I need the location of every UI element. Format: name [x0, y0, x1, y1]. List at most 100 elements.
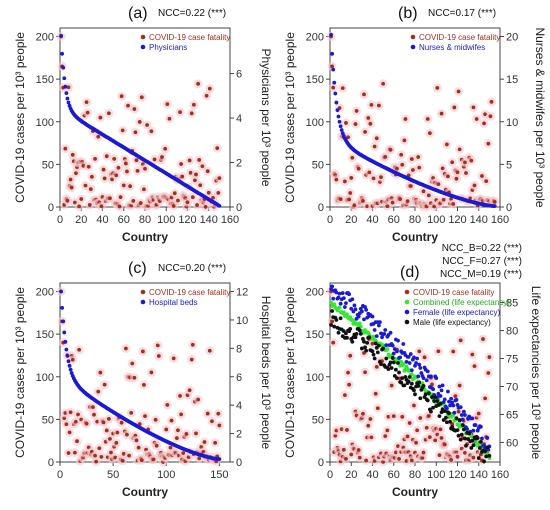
data-point [415, 428, 420, 433]
data-point [433, 438, 438, 443]
data-point [395, 349, 399, 354]
data-point [164, 427, 169, 432]
data-point [338, 124, 343, 129]
data-point [187, 388, 192, 393]
data-point [422, 355, 427, 360]
data-point [140, 349, 145, 354]
data-point [451, 202, 456, 206]
x-tick-label: 80 [409, 214, 421, 226]
data-point [461, 409, 466, 414]
data-point [469, 158, 474, 163]
data-point [436, 349, 441, 354]
data-point [366, 423, 371, 428]
data-point [77, 204, 82, 209]
data-point [176, 198, 180, 203]
data-point [86, 164, 91, 169]
data-point [427, 131, 432, 136]
data-point [85, 110, 90, 115]
data-point [155, 343, 160, 348]
data-point [139, 458, 144, 463]
data-point [126, 103, 130, 108]
data-point [69, 185, 74, 190]
data-point [480, 436, 484, 441]
x-tick-label: 140 [470, 469, 488, 481]
data-point [447, 411, 451, 416]
y-tick-label: 150 [306, 329, 324, 341]
data-point [449, 396, 454, 401]
y-right-tick-label: 5 [506, 159, 512, 171]
data-point [406, 379, 411, 384]
data-point [416, 384, 421, 388]
data-point [65, 198, 70, 203]
data-point [424, 378, 429, 383]
data-point [136, 445, 141, 450]
panel-2: 0 50 100 150 200 0 2 4 6 8 10 12 0 50 100 150 Country COV… [13, 260, 273, 499]
ncc-annotation: NCC=0.20 (***) [158, 263, 226, 274]
data-point [383, 154, 388, 159]
data-point [487, 453, 492, 458]
y-tick-label: 100 [306, 372, 324, 384]
y-right-axis-label: Life expectancies per 10³ people [529, 286, 543, 460]
data-point [336, 330, 341, 335]
data-point [189, 357, 194, 362]
y-right-tick-label: 2 [236, 158, 242, 170]
data-point [379, 175, 383, 180]
legend-swatch [404, 299, 410, 305]
data-point [83, 183, 88, 188]
y-right-tick-label: 12 [236, 287, 248, 299]
data-point [460, 417, 465, 422]
y-tick-label: 100 [36, 117, 54, 129]
data-point [362, 317, 366, 322]
y-tick-label: 0 [48, 202, 54, 214]
data-point [429, 374, 433, 379]
data-point [68, 367, 73, 372]
legend-entry: COVID-19 case fatality [419, 33, 500, 42]
series-0 [326, 32, 500, 212]
data-point [62, 330, 67, 335]
data-point [448, 403, 452, 408]
data-point [459, 432, 464, 437]
data-point [408, 352, 413, 356]
legend-box [406, 32, 496, 60]
data-point [342, 393, 347, 397]
y-right-tick-label: 4 [236, 400, 242, 412]
data-point [426, 413, 431, 418]
data-point [79, 197, 84, 201]
data-point [478, 424, 483, 429]
data-point [341, 310, 346, 314]
data-point [424, 425, 429, 430]
data-point [119, 420, 124, 425]
data-point [77, 347, 82, 352]
data-point [398, 197, 403, 201]
data-point [347, 197, 352, 202]
data-point [373, 341, 378, 346]
data-point [187, 158, 192, 163]
data-point [471, 105, 476, 110]
data-point [193, 178, 197, 183]
x-axis-label: Country [392, 230, 438, 244]
data-point [196, 81, 201, 86]
data-point [217, 423, 222, 428]
data-point [333, 91, 338, 96]
data-point [471, 428, 476, 433]
data-point [359, 309, 364, 314]
panel-label: (c) [128, 260, 147, 277]
data-point [425, 117, 430, 121]
y-right-axis-label: Hospital beds per 10³ people [259, 296, 273, 450]
data-point [60, 305, 65, 310]
data-point [190, 195, 195, 200]
data-point [334, 177, 339, 182]
data-point [344, 457, 348, 461]
data-point [452, 105, 457, 110]
y-right-tick-label: 0 [236, 202, 242, 214]
data-point [344, 121, 348, 125]
data-point [383, 328, 388, 332]
series-1 [59, 289, 222, 462]
data-point [346, 370, 350, 375]
data-point [87, 202, 92, 207]
data-point [204, 93, 209, 98]
data-point [431, 405, 435, 410]
data-point [370, 349, 375, 354]
data-point [106, 416, 111, 421]
